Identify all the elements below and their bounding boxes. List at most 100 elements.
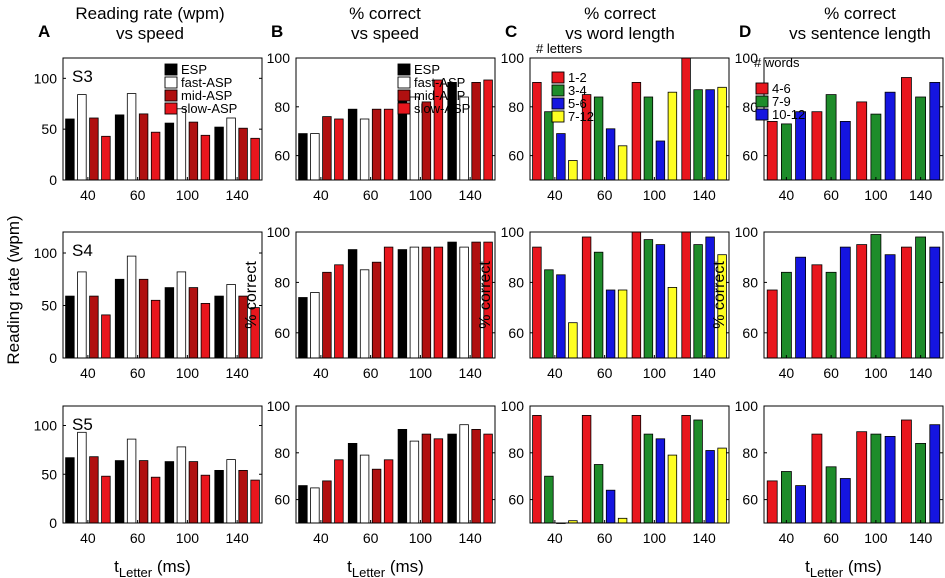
bar-1-2-140 [681, 414, 691, 524]
bar-7-12-100 [667, 286, 678, 359]
bar-fast-ASP-100 [409, 246, 420, 359]
bar-5-6-100 [655, 140, 666, 181]
legend-entry: mid-ASP [181, 88, 232, 103]
x-tick-label: 40 [547, 187, 563, 203]
bar-4-6-100 [856, 431, 868, 524]
bar-fast-ASP-60 [126, 255, 137, 359]
x-tick-label: 140 [458, 187, 482, 203]
bar-slow-ASP-40 [334, 459, 344, 524]
legend-swatch [397, 76, 411, 89]
bar-mid-ASP-140 [471, 82, 481, 181]
bar-5-6-40 [556, 274, 566, 359]
bar-3-4-100 [643, 239, 654, 359]
bar-ESP-140 [214, 126, 224, 181]
bar-slow-ASP-40 [101, 135, 111, 181]
bar-fast-ASP-60 [359, 118, 370, 181]
bar-ESP-60 [114, 114, 125, 181]
x-tick-label: 40 [779, 530, 795, 546]
y-tick-label: 100 [34, 245, 58, 261]
bar-4-6-140 [901, 246, 912, 359]
bar-slow-ASP-140 [483, 433, 493, 524]
axes-frame [529, 57, 730, 181]
x-tick-label: 140 [692, 365, 716, 381]
y-tick-label: 60 [508, 325, 524, 341]
legend-swatch [755, 82, 769, 95]
y-tick-label: 0 [49, 172, 57, 188]
bar-slow-ASP-60 [383, 246, 394, 359]
legend-words: # words 4-67-910-12 [754, 55, 805, 122]
legend-swatch [755, 108, 769, 121]
bar-fast-ASP-140 [459, 424, 469, 524]
axes-frame [295, 57, 496, 181]
y-tick-label: 60 [742, 492, 758, 508]
bar-5-6-100 [655, 244, 666, 359]
y-tick-label: 80 [274, 274, 290, 290]
bar-10-12-40 [795, 485, 806, 524]
bar-fast-ASP-140 [226, 459, 236, 524]
x-tick-label: 100 [864, 530, 888, 546]
legend-swatch [755, 95, 769, 108]
bar-7-9-140 [915, 96, 926, 181]
y-tick-label: 100 [735, 224, 759, 240]
bar-10-12-140 [929, 82, 941, 181]
bar-slow-ASP-60 [150, 476, 161, 524]
bar-10-12-100 [884, 435, 896, 524]
y-label-percent-correct: % correct [243, 261, 260, 329]
x-tick-label: 60 [130, 530, 146, 546]
bar-slow-ASP-60 [150, 299, 161, 359]
x-tick-label: 60 [130, 187, 146, 203]
bar-1-2-60 [581, 414, 592, 524]
bar-fast-ASP-60 [126, 438, 137, 524]
x-tick-label: 100 [409, 530, 433, 546]
x-tick-label: 40 [80, 365, 96, 381]
bar-7-12-140 [717, 86, 727, 181]
bar-5-6-100 [655, 438, 666, 524]
bar-ESP-140 [447, 433, 457, 524]
x-tick-label: 140 [692, 530, 716, 546]
legend-entry: mid-ASP [414, 88, 465, 103]
bar-4-6-40 [766, 289, 778, 359]
bar-3-4-40 [544, 475, 554, 524]
bar-3-4-60 [593, 464, 604, 524]
bar-fast-ASP-100 [176, 446, 187, 524]
bar-fast-ASP-100 [176, 108, 187, 181]
axes-frame [62, 57, 263, 181]
bar-ESP-60 [347, 249, 358, 359]
y-tick-label: 100 [267, 398, 291, 414]
bar-fast-ASP-60 [359, 269, 370, 359]
bar-4-6-60 [811, 433, 823, 524]
bar-3-4-60 [593, 251, 604, 359]
bar-3-4-60 [593, 96, 604, 181]
bar-mid-ASP-100 [188, 121, 199, 181]
bar-7-9-140 [915, 442, 926, 524]
bar-ESP-100 [164, 461, 175, 524]
legend-entry: ESP [414, 62, 440, 77]
legend-swatch [397, 102, 411, 115]
bar-7-12-60 [617, 517, 628, 524]
x-tick-label: 40 [547, 530, 563, 546]
bar-4-6-100 [856, 101, 868, 181]
bar-ESP-40 [298, 485, 308, 524]
panel-title-line2: vs sentence length [789, 24, 931, 43]
panel-title-line2: vs word length [565, 24, 675, 43]
y-label-percent-correct: % correct [711, 261, 728, 329]
bar-4-6-100 [856, 244, 868, 359]
x-tick-label: 60 [823, 187, 839, 203]
x-tick-label: 40 [779, 187, 795, 203]
legend-entry: 4-6 [772, 81, 791, 96]
bar-mid-ASP-140 [238, 127, 248, 181]
x-tick-label: 140 [909, 187, 933, 203]
bar-mid-ASP-60 [138, 278, 149, 359]
bar-4-6-140 [901, 419, 912, 524]
bar-mid-ASP-100 [188, 287, 199, 359]
bar-fast-ASP-60 [126, 93, 137, 181]
y-tick-label: 100 [501, 224, 525, 240]
legend-entry: 7-12 [568, 109, 594, 124]
bar-ESP-40 [65, 457, 75, 524]
bar-5-6-140 [705, 89, 715, 181]
legend-swatch [164, 63, 178, 76]
bar-mid-ASP-40 [322, 480, 332, 524]
bar-3-4-40 [544, 269, 554, 359]
